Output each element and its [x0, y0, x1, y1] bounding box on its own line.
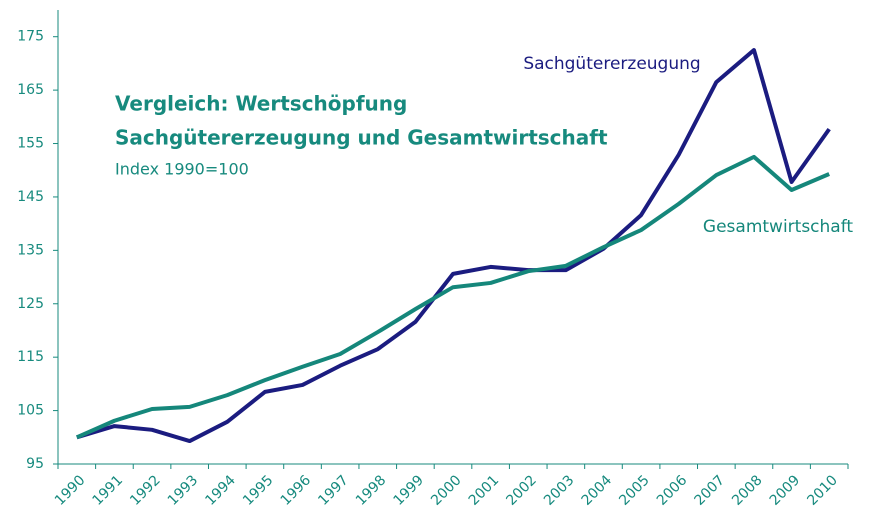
- y-tick-label: 175: [17, 29, 44, 45]
- y-tick-label: 125: [17, 296, 44, 312]
- x-tick-label: 2004: [579, 472, 616, 509]
- x-tick-label: 2007: [691, 472, 728, 509]
- x-tick-label: 1997: [315, 472, 352, 509]
- x-tick-label: 2009: [767, 472, 804, 509]
- chart-title: Sachgütererzeugung und Gesamtwirtschaft: [115, 126, 608, 150]
- x-tick-label: 2006: [654, 472, 691, 509]
- y-tick-label: 135: [17, 242, 44, 258]
- x-tick-label: 1990: [52, 472, 89, 509]
- x-tick-label: 1996: [278, 472, 315, 509]
- y-tick-label: 115: [17, 349, 44, 365]
- series-label: Sachgütererzeugung: [523, 54, 700, 74]
- x-tick-label: 1994: [202, 472, 239, 509]
- x-tick-label: 2000: [428, 472, 465, 509]
- line-series: [76, 48, 831, 444]
- y-tick-label: 155: [17, 136, 44, 152]
- chart-title: Vergleich: Wertschöpfung: [115, 92, 407, 116]
- x-tick-label: 2010: [804, 472, 841, 509]
- x-tick-label: 1993: [165, 472, 202, 509]
- x-tick-label: 2005: [616, 472, 653, 509]
- y-tick-label: 165: [17, 82, 44, 98]
- y-tick-label: 95: [26, 456, 44, 472]
- x-tick-label: 1992: [127, 472, 164, 509]
- x-tick-label: 2001: [466, 472, 503, 509]
- x-tick-label: 1991: [90, 472, 127, 509]
- chart-subtitle: Index 1990=100: [115, 160, 249, 179]
- series-label: Gesamtwirtschaft: [703, 217, 853, 237]
- y-tick-label: 105: [17, 403, 44, 419]
- x-tick-label: 2008: [729, 472, 766, 509]
- line-series: [76, 154, 830, 440]
- x-tick-label: 1999: [391, 472, 428, 509]
- x-tick-label: 1998: [353, 472, 390, 509]
- x-tick-label: 2003: [541, 472, 578, 509]
- x-tick-label: 2002: [503, 472, 540, 509]
- x-tick-label: 1995: [240, 472, 277, 509]
- y-tick-label: 145: [17, 189, 44, 205]
